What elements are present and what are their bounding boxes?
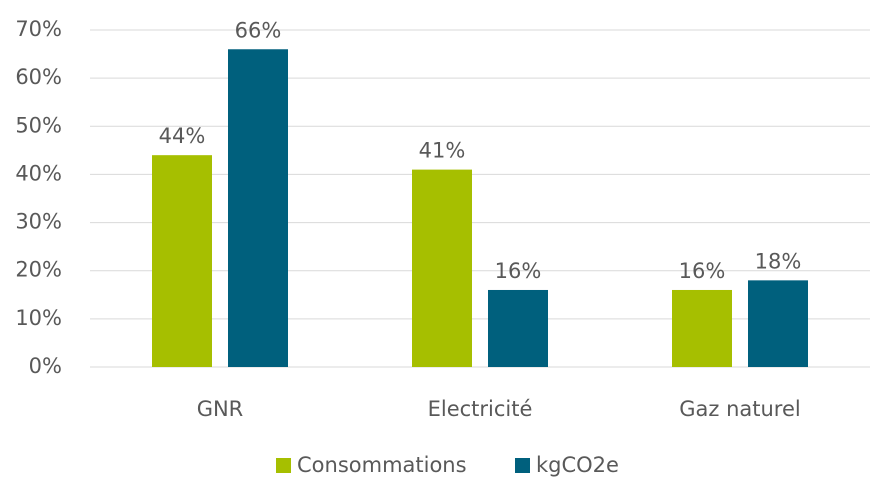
- bar: [748, 280, 808, 367]
- legend-label: kgCO2e: [536, 453, 619, 477]
- legend-label: Consommations: [297, 453, 467, 477]
- legend-swatch: [276, 458, 291, 473]
- legend-swatch: [515, 458, 530, 473]
- y-tick-label: 70%: [15, 17, 62, 41]
- y-tick-label: 60%: [15, 65, 62, 89]
- y-tick-label: 50%: [15, 113, 62, 137]
- y-tick-label: 0%: [29, 354, 62, 378]
- bar: [488, 289, 548, 367]
- bar: [228, 49, 288, 367]
- data-label: 16%: [495, 259, 542, 283]
- y-tick-label: 40%: [15, 161, 62, 185]
- data-label: 18%: [755, 249, 802, 273]
- x-tick-label: GNR: [197, 397, 244, 421]
- y-tick-label: 20%: [15, 258, 62, 282]
- data-label: 41%: [419, 139, 466, 163]
- bar: [152, 155, 212, 367]
- bar: [412, 169, 472, 367]
- data-label: 66%: [235, 18, 282, 42]
- data-label: 16%: [679, 259, 726, 283]
- y-tick-label: 30%: [15, 210, 62, 234]
- bar: [672, 289, 732, 367]
- y-tick-label: 10%: [15, 306, 62, 330]
- x-tick-label: Gaz naturel: [679, 397, 801, 421]
- data-label: 44%: [159, 124, 206, 148]
- x-tick-label: Electricité: [428, 397, 533, 421]
